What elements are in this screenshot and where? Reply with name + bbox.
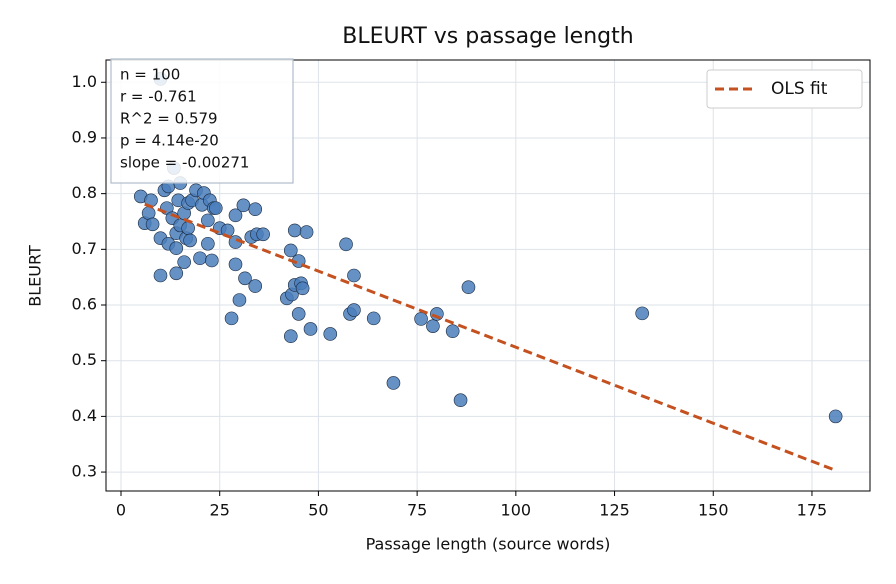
point: [386, 376, 401, 390]
point: [201, 236, 215, 251]
point: [224, 311, 239, 326]
y-tick-label: 0.7: [72, 239, 97, 258]
point: [295, 281, 310, 296]
point: [635, 306, 649, 321]
point: [299, 225, 314, 239]
stats-text: slope = -0.00271: [120, 154, 249, 172]
x-tick-label: 100: [501, 501, 532, 520]
chart-title: BLEURT vs passage length: [342, 24, 633, 49]
y-tick-label: 1.0: [72, 72, 97, 91]
point: [248, 279, 263, 293]
point: [339, 237, 353, 252]
x-tick-label: 0: [116, 501, 126, 520]
point: [256, 227, 270, 242]
point: [291, 307, 306, 321]
point: [177, 255, 191, 269]
y-axis-label: BLEURT: [26, 245, 45, 307]
legend-box: [706, 69, 863, 109]
point: [181, 221, 195, 235]
point: [430, 307, 444, 321]
point: [193, 251, 207, 266]
point: [232, 293, 247, 307]
point: [169, 241, 184, 256]
y-tick-label: 0.9: [72, 127, 97, 146]
point: [248, 202, 263, 217]
point: [238, 271, 252, 286]
y-tick-label: 0.8: [72, 183, 97, 202]
x-tick-label: 125: [599, 501, 630, 520]
x-tick-label: 75: [407, 501, 427, 520]
point: [453, 393, 468, 408]
y-tick-label: 0.6: [72, 295, 97, 314]
point: [461, 280, 476, 294]
x-tick-label: 25: [210, 501, 230, 520]
point: [323, 327, 338, 341]
point: [153, 268, 168, 283]
x-tick-label: 175: [797, 501, 828, 520]
point: [287, 223, 302, 238]
point: [347, 268, 361, 283]
point: [201, 213, 215, 228]
y-tick-label: 0.3: [72, 462, 97, 481]
x-tick-label: 150: [698, 501, 729, 520]
point: [445, 324, 460, 338]
point: [347, 303, 361, 317]
point: [236, 198, 251, 213]
point: [828, 409, 843, 424]
point: [414, 312, 428, 326]
point: [169, 266, 184, 281]
point: [366, 311, 381, 326]
point: [228, 257, 243, 272]
point: [208, 201, 223, 215]
stats-text: R^2 = 0.579: [120, 110, 218, 128]
stats-text: n = 100: [120, 66, 180, 84]
point: [283, 329, 298, 343]
point: [303, 322, 318, 336]
stats-text: r = -0.761: [120, 88, 197, 106]
stats-box: [110, 58, 294, 184]
y-tick-label: 0.5: [72, 350, 97, 369]
point: [145, 217, 160, 232]
x-axis-label: Passage length (source words): [366, 535, 611, 554]
fit-line: [144, 202, 837, 472]
legend-label: OLS fit: [771, 79, 828, 99]
point: [228, 208, 243, 223]
x-tick-label: 50: [308, 501, 328, 520]
point: [283, 243, 298, 258]
y-tick-label: 0.4: [72, 406, 97, 425]
point: [426, 319, 440, 333]
plot-frame: [105, 59, 871, 492]
stats-text: p = 4.14e-20: [120, 132, 219, 150]
point: [205, 253, 219, 268]
point: [183, 233, 197, 248]
